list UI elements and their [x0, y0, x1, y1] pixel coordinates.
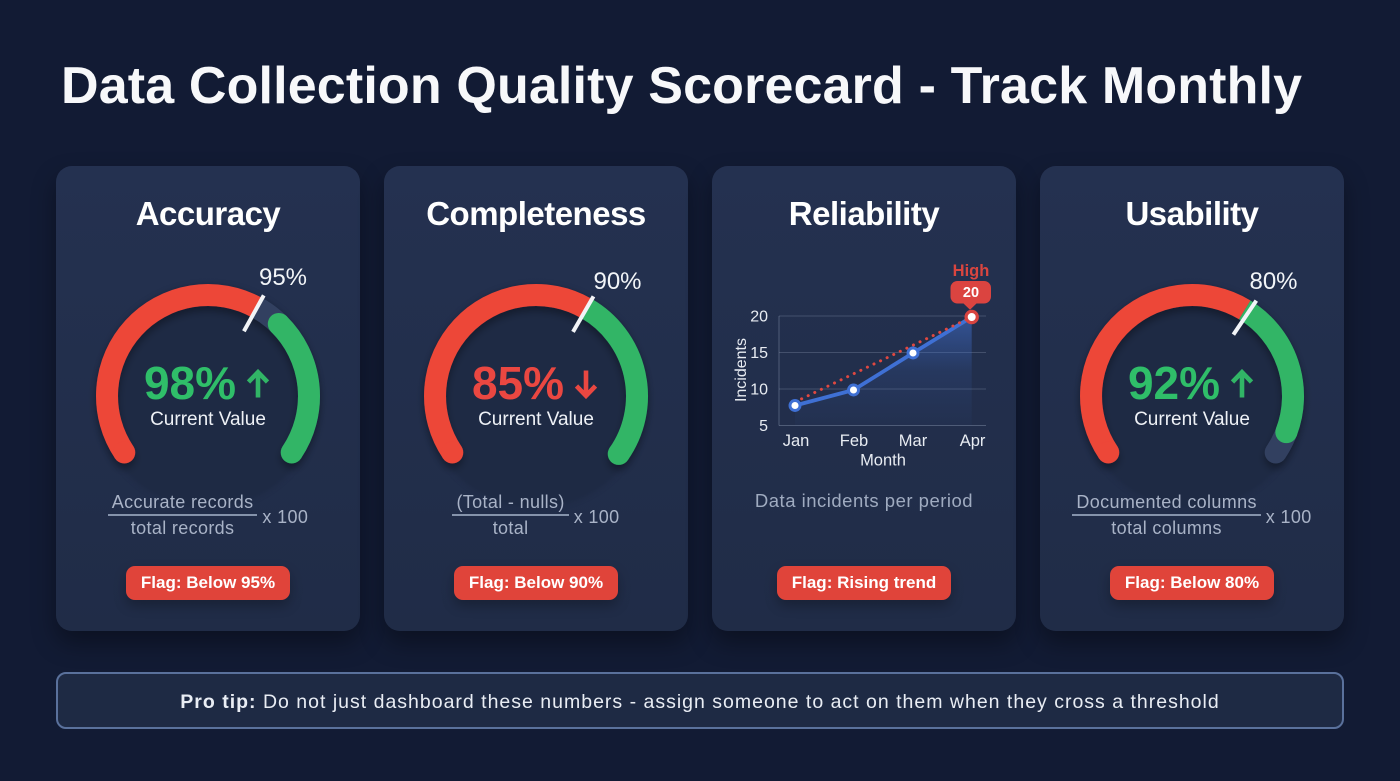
svg-text:Jan: Jan	[783, 432, 810, 450]
svg-text:Apr: Apr	[960, 432, 986, 450]
svg-text:Month: Month	[860, 452, 906, 470]
svg-text:20: 20	[750, 309, 768, 326]
svg-text:20: 20	[963, 285, 979, 301]
svg-text:Feb: Feb	[840, 432, 868, 450]
svg-text:High: High	[953, 262, 990, 280]
svg-text:Mar: Mar	[899, 432, 928, 450]
svg-text:5: 5	[759, 418, 768, 435]
svg-text:Incidents: Incidents	[733, 338, 750, 402]
svg-text:10: 10	[750, 382, 768, 399]
svg-text:15: 15	[750, 345, 768, 362]
